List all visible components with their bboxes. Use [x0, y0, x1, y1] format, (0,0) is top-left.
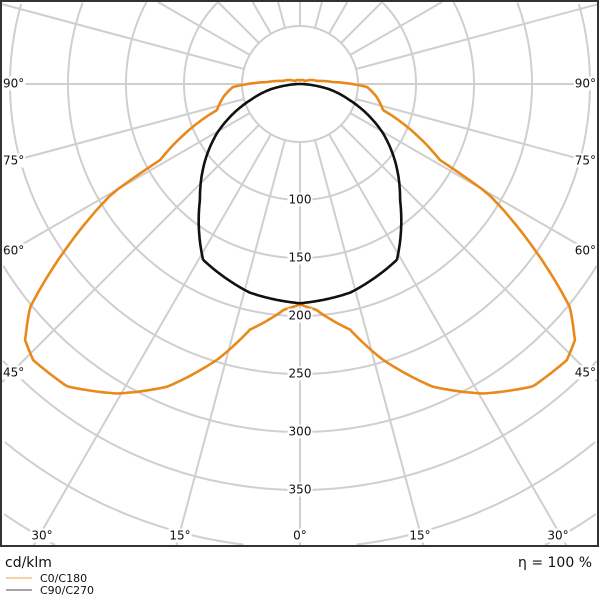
angle-label-bottom-text: 0°: [293, 529, 307, 543]
angle-label-bottom: 0°: [292, 528, 308, 543]
grid-spoke: [1, 3, 245, 70]
grid-spoke: [277, 1, 286, 29]
legend-label-c90-c270: C90/C270: [40, 584, 94, 597]
grid-spoke: [349, 1, 443, 56]
angle-label-bottom-text: 15°: [169, 529, 190, 543]
radial-tick-label-text: 150: [289, 251, 312, 265]
radial-tick-label: 250: [287, 366, 313, 381]
angle-label-right: 60°: [573, 243, 597, 258]
angle-label-bottom-text: 30°: [547, 529, 568, 543]
angle-label-right-text: 60°: [575, 244, 596, 258]
angle-label-left-text: 45°: [3, 366, 24, 380]
radial-tick-label-text: 100: [289, 193, 312, 207]
grid-spoke: [340, 1, 383, 44]
radial-tick-label: 200: [287, 308, 313, 323]
angle-label-left: 60°: [2, 243, 26, 258]
angle-label-bottom: 30°: [546, 528, 570, 543]
angle-label-left: 75°: [2, 153, 26, 168]
angle-label-bottom-text: 30°: [31, 529, 52, 543]
radial-tick-label: 100: [287, 192, 313, 207]
grid-spoke: [328, 133, 568, 546]
grid-spoke: [1, 124, 260, 383]
grid-spoke: [32, 133, 272, 546]
angle-label-left-text: 90°: [3, 77, 24, 91]
radial-tick-label: 300: [287, 424, 313, 439]
efficiency-label: η = 100 %: [518, 555, 592, 571]
angle-label-right: 45°: [573, 365, 597, 380]
grid-spoke: [175, 139, 286, 546]
grid-circle: [2, 360, 598, 491]
radial-tick-label: 350: [287, 482, 313, 497]
grid-circle: [183, 1, 417, 201]
grid-circle: [9, 3, 591, 375]
curves: [23, 78, 577, 395]
grid-circle: [67, 2, 533, 317]
grid-spoke: [157, 1, 251, 56]
grid-circle: [4, 441, 596, 546]
radial-tick-label-text: 200: [289, 309, 312, 323]
unit-label: cd/klm: [5, 555, 52, 571]
angle-label-bottom-text: 15°: [409, 529, 430, 543]
angle-label-bottom: 15°: [168, 528, 192, 543]
legend-label-c0-c180: C0/C180: [40, 572, 87, 585]
radial-tick-label-text: 350: [289, 483, 312, 497]
grid-spoke: [355, 3, 598, 70]
radial-tick-label-text: 300: [289, 425, 312, 439]
angle-label-bottom: 30°: [30, 528, 54, 543]
radial-tick-label-text: 250: [289, 367, 312, 381]
grid-spoke: [328, 1, 349, 35]
angle-label-right-text: 75°: [575, 154, 596, 168]
angle-label-bottom: 15°: [408, 528, 432, 543]
axis-labels: 100 150 200 250 300 350 90° 90° 75° 75° 60° 60° 45° 4…: [2, 76, 597, 543]
grid-circle: [125, 1, 475, 259]
angle-label-left-text: 60°: [3, 244, 24, 258]
angle-label-left: 90°: [2, 76, 26, 91]
angle-label-left-text: 75°: [3, 154, 24, 168]
grid-spoke: [1, 98, 245, 165]
grid-spoke: [355, 98, 598, 165]
angle-label-right: 90°: [573, 76, 597, 91]
radial-tick-label: 150: [287, 250, 313, 265]
grid-spoke: [340, 124, 598, 382]
grid-spoke: [217, 1, 260, 44]
grid-spoke: [314, 1, 323, 29]
angle-label-right: 75°: [573, 153, 597, 168]
grid-circle: [2, 265, 598, 433]
plot-frame: [0, 0, 599, 547]
angle-label-left: 45°: [2, 365, 26, 380]
angle-label-right-text: 90°: [575, 77, 596, 91]
angle-label-right-text: 45°: [575, 366, 596, 380]
grid-spoke: [314, 139, 425, 546]
polar-grid: [1, 1, 598, 546]
grid-spoke: [251, 1, 272, 35]
curve-c90-c270: [197, 82, 403, 305]
